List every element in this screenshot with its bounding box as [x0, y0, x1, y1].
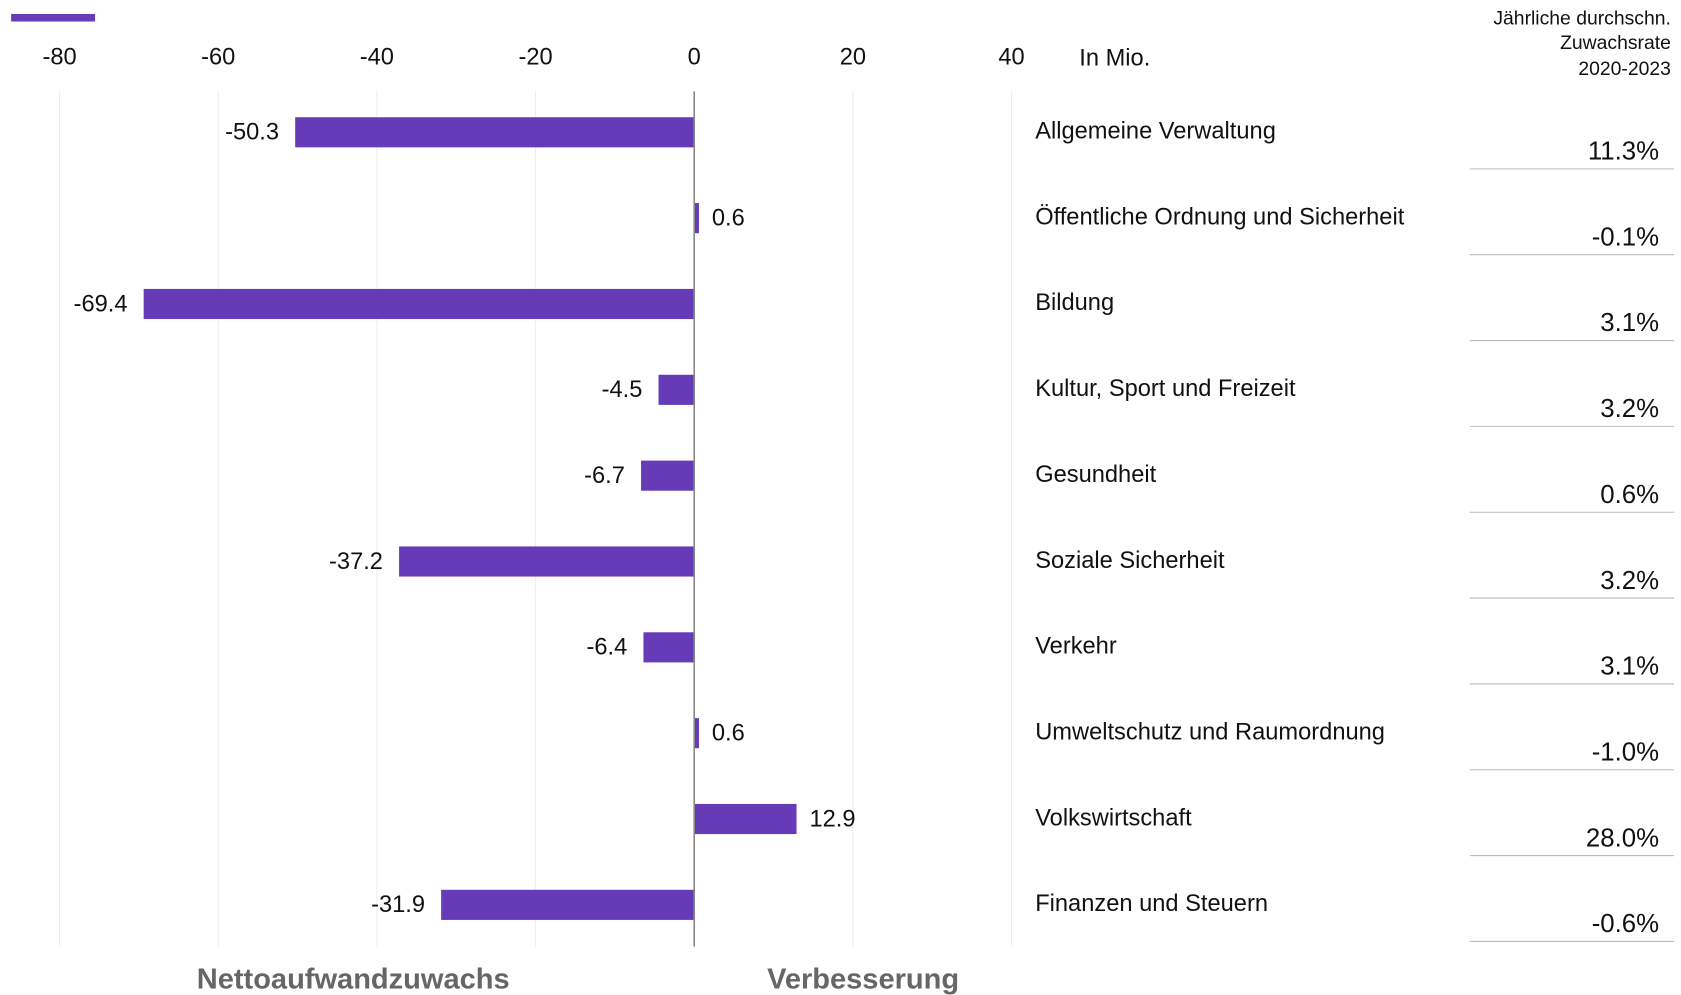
- growth-rate: -1.0%: [1592, 738, 1659, 766]
- bar: [399, 546, 695, 577]
- bar: [643, 632, 695, 663]
- growth-rate: 3.1%: [1600, 309, 1659, 337]
- data-label: -69.4: [74, 291, 128, 317]
- growth-header: 2020-2023: [1578, 58, 1671, 80]
- data-label: -50.3: [225, 120, 279, 146]
- axis-unit-label: In Mio.: [1079, 45, 1150, 71]
- bar: [658, 374, 695, 405]
- bar: [694, 803, 797, 835]
- bar: [641, 460, 695, 491]
- growth-rate: -0.1%: [1592, 223, 1659, 251]
- legend-swatch: [11, 13, 96, 22]
- data-label: -6.7: [584, 463, 625, 489]
- x-tick-label: 20: [840, 44, 866, 70]
- data-label: -6.4: [587, 635, 628, 661]
- category-label: Öffentliche Ordnung und Sicherheit: [1035, 203, 1405, 230]
- category-label: Bildung: [1035, 290, 1114, 316]
- bar: [441, 889, 695, 920]
- x-tick-label: -20: [518, 44, 552, 70]
- x-tick-label: -60: [201, 44, 235, 70]
- bar: [143, 288, 695, 320]
- category-label: Volkswirtschaft: [1035, 805, 1192, 831]
- growth-rate: 11.3%: [1588, 138, 1659, 166]
- x-tick-label: 0: [688, 44, 701, 70]
- category-label: Kultur, Sport und Freizeit: [1035, 376, 1296, 402]
- data-label: -4.5: [602, 377, 643, 403]
- growth-header: Jährliche durchschn.: [1493, 7, 1671, 29]
- growth-rate: -0.6%: [1592, 910, 1659, 938]
- growth-rate: 28.0%: [1586, 824, 1659, 852]
- negative-side-label: Nettoaufwandzuwachs: [197, 964, 510, 995]
- positive-side-label: Verbesserung: [767, 964, 959, 995]
- category-label: Gesundheit: [1035, 462, 1156, 488]
- category-label: Finanzen und Steuern: [1035, 891, 1268, 917]
- x-tick-label: -80: [42, 44, 76, 70]
- data-label: -31.9: [371, 892, 425, 918]
- growth-header: Zuwachsrate: [1560, 32, 1671, 54]
- category-label: Verkehr: [1035, 634, 1117, 660]
- category-label: Umweltschutz und Raumordnung: [1035, 719, 1385, 745]
- growth-rate: 3.2%: [1600, 395, 1659, 423]
- x-tick-label: 40: [998, 44, 1024, 70]
- x-tick-label: -40: [360, 44, 394, 70]
- growth-rate: 0.6%: [1600, 481, 1659, 509]
- growth-rate: 3.1%: [1600, 653, 1659, 681]
- growth-rate: 3.2%: [1600, 567, 1659, 595]
- bar: [694, 718, 699, 749]
- category-label: Allgemeine Verwaltung: [1035, 119, 1276, 145]
- data-label: 12.9: [809, 806, 855, 832]
- bar: [295, 117, 695, 148]
- data-label: 0.6: [712, 205, 745, 231]
- data-label: -37.2: [329, 549, 383, 575]
- data-label: 0.6: [712, 721, 745, 747]
- category-label: Soziale Sicherheit: [1035, 548, 1225, 574]
- bar: [694, 203, 699, 234]
